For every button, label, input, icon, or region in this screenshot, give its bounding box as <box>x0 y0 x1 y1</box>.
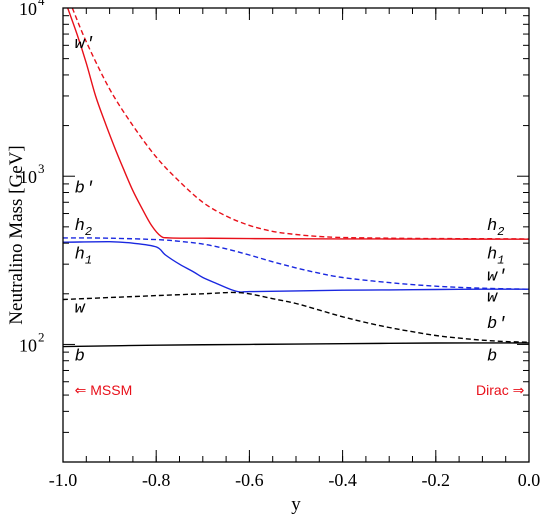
curve-label: w′ <box>487 267 507 286</box>
curve-label: h2 <box>75 217 92 239</box>
annotation-label: ⇐ MSSM <box>75 382 133 398</box>
x-axis-title: y <box>291 494 301 515</box>
curve-label: b <box>75 348 85 367</box>
x-tick-label: -0.4 <box>328 470 357 490</box>
x-tick-label: -0.6 <box>235 470 264 490</box>
curve-label: w′ <box>75 35 95 54</box>
chart-curves <box>63 8 529 348</box>
y-tick-label: 10 <box>19 335 37 355</box>
y-tick-exponent: 4 <box>38 0 45 8</box>
curve-label: b′ <box>75 180 95 199</box>
series-line-5 <box>63 291 529 343</box>
y-tick-exponent: 3 <box>38 161 45 176</box>
x-tick-label: 0.0 <box>518 470 541 490</box>
curve-label: h1 <box>75 245 92 267</box>
curve-label: w <box>487 288 498 307</box>
series-line-6 <box>63 342 529 348</box>
curve-label: w <box>75 299 86 318</box>
annotation-label: Dirac ⇒ <box>476 382 525 398</box>
y-axis-title: Neutralino Mass [GeV] <box>6 145 27 324</box>
series-line-4 <box>63 237 529 290</box>
x-tick-label: -0.2 <box>422 470 451 490</box>
series-line-1 <box>67 8 529 240</box>
curve-label: h1 <box>487 245 504 267</box>
x-tick-label: -1.0 <box>49 470 78 490</box>
series-line-2 <box>71 8 529 240</box>
y-tick-exponent: 2 <box>38 329 45 344</box>
y-tick-label: 10 <box>19 167 37 187</box>
curve-label: b <box>487 348 497 367</box>
chart-annotations: ⇐ MSSM Dirac ⇒ <box>75 382 525 398</box>
series-line-3 <box>63 240 529 293</box>
y-tick-label: 10 <box>19 0 37 19</box>
curve-label: h2 <box>487 217 504 239</box>
curve-label: b′ <box>487 315 507 334</box>
x-tick-label: -0.8 <box>142 470 171 490</box>
